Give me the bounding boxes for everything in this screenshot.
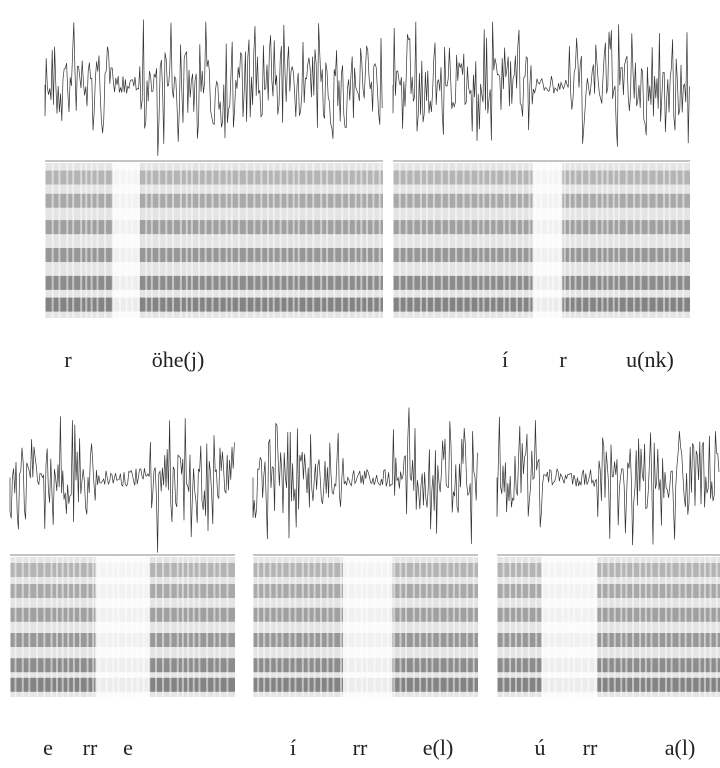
segment-label: í: [502, 347, 508, 372]
segment-label: í: [290, 735, 296, 760]
waveform: [496, 416, 720, 546]
segment-label: r: [64, 347, 72, 372]
segment-label: öhe(j): [152, 347, 205, 372]
waveform: [252, 407, 478, 544]
formant-band: [45, 193, 383, 208]
gap: [112, 163, 140, 318]
segment-label: ú: [535, 735, 546, 760]
waveform: [9, 416, 235, 553]
segment-label: a(l): [665, 735, 696, 760]
segment-label: rr: [583, 735, 598, 760]
segment-label: e(l): [423, 735, 454, 760]
waveform: [44, 19, 383, 156]
segment-label: rr: [353, 735, 368, 760]
formant-band: [45, 170, 383, 185]
gap: [532, 163, 563, 318]
formant-band: [45, 297, 383, 312]
segment-label: r: [559, 347, 567, 372]
formant-band: [45, 275, 383, 290]
panels: [9, 19, 720, 697]
gap: [343, 557, 393, 697]
segment-label: e: [123, 735, 133, 760]
formant-band: [45, 248, 383, 262]
waveform: [392, 21, 690, 147]
segment-label: rr: [83, 735, 98, 760]
formant-band: [45, 220, 383, 235]
spectrogram: [45, 163, 383, 318]
gap: [95, 557, 150, 697]
gap: [541, 557, 598, 697]
segment-label: u(nk): [626, 347, 674, 372]
segment-label: e: [43, 735, 53, 760]
